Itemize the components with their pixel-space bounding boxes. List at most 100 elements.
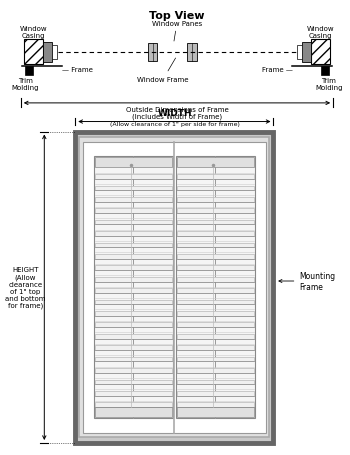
Bar — [177, 391, 254, 396]
Bar — [52, 46, 57, 60]
Bar — [95, 357, 172, 362]
Bar — [95, 311, 172, 316]
Text: Window Frame: Window Frame — [138, 59, 189, 83]
Bar — [95, 323, 172, 328]
Bar — [95, 379, 172, 384]
Bar — [177, 402, 254, 407]
Bar — [177, 379, 254, 384]
Bar — [177, 175, 254, 179]
Bar — [177, 266, 254, 271]
Bar — [95, 220, 172, 225]
Bar — [177, 345, 254, 350]
Bar — [95, 277, 172, 282]
Bar — [95, 197, 172, 202]
Bar — [177, 266, 254, 271]
Bar — [95, 266, 172, 271]
Bar — [75, 132, 273, 443]
Bar — [95, 157, 172, 167]
Bar — [177, 243, 254, 248]
Bar — [177, 197, 254, 202]
Bar — [95, 209, 172, 213]
Text: Trim
Molding: Trim Molding — [11, 78, 39, 91]
Bar — [177, 368, 254, 373]
Text: — Frame: — Frame — [62, 67, 92, 73]
Bar — [95, 334, 172, 339]
Bar — [95, 209, 172, 213]
Bar — [177, 243, 254, 248]
Bar — [177, 300, 254, 305]
Bar — [95, 232, 172, 237]
Bar — [95, 254, 172, 259]
Bar — [25, 67, 33, 76]
Bar — [177, 357, 254, 362]
Bar — [83, 142, 266, 433]
Bar — [95, 391, 172, 396]
Bar — [177, 186, 254, 191]
Bar — [321, 67, 329, 76]
Bar — [177, 209, 254, 213]
Bar — [95, 266, 172, 271]
Bar — [95, 345, 172, 350]
Bar — [177, 175, 254, 179]
Bar — [177, 232, 254, 237]
Bar — [95, 232, 172, 237]
Bar — [177, 334, 254, 339]
Bar — [95, 300, 172, 305]
Bar — [95, 323, 172, 328]
Bar — [177, 277, 254, 282]
Bar — [177, 254, 254, 259]
Text: HEIGHT
(Allow
clearance
of 1" top
and bottom
for frame): HEIGHT (Allow clearance of 1" top and bo… — [5, 267, 46, 308]
Bar — [177, 209, 254, 213]
Bar — [177, 232, 254, 237]
Bar — [79, 138, 270, 438]
Bar — [95, 391, 172, 396]
Bar — [95, 368, 172, 373]
Bar — [177, 288, 254, 293]
Text: Mounting
Frame: Mounting Frame — [279, 272, 335, 291]
Bar — [95, 368, 172, 373]
Bar — [177, 186, 254, 191]
Bar — [95, 220, 172, 225]
Bar — [95, 288, 172, 293]
Bar — [177, 408, 254, 418]
Bar — [177, 300, 254, 305]
Bar — [95, 243, 172, 248]
Bar — [177, 323, 254, 328]
Bar — [95, 334, 172, 339]
Text: Outside Dimensions of Frame: Outside Dimensions of Frame — [126, 107, 228, 113]
Bar — [177, 402, 254, 407]
Bar — [23, 40, 43, 66]
Bar — [177, 323, 254, 328]
Bar — [297, 46, 302, 60]
Bar — [95, 357, 172, 362]
Bar — [177, 311, 254, 316]
Text: (Allow clearance of 1" per side for frame): (Allow clearance of 1" per side for fram… — [110, 122, 240, 127]
Bar — [95, 175, 172, 179]
Bar — [95, 186, 172, 191]
Bar — [187, 44, 197, 62]
Bar — [177, 277, 254, 282]
Bar — [177, 220, 254, 225]
Bar — [148, 44, 158, 62]
Bar — [95, 345, 172, 350]
Bar — [177, 288, 254, 293]
Text: Top View: Top View — [149, 10, 205, 20]
Bar — [95, 197, 172, 202]
Text: (Includes Width of Frame): (Includes Width of Frame) — [132, 113, 222, 120]
Bar — [95, 311, 172, 316]
Bar — [177, 379, 254, 384]
Bar — [94, 157, 173, 419]
Bar — [177, 254, 254, 259]
Bar — [176, 157, 255, 419]
Bar — [177, 391, 254, 396]
Text: Window
Casing: Window Casing — [307, 25, 335, 39]
Bar — [95, 402, 172, 407]
Text: WIDTH: WIDTH — [158, 109, 192, 118]
Text: Trim
Molding: Trim Molding — [315, 78, 343, 91]
Text: Window Panes: Window Panes — [152, 20, 202, 42]
Bar — [95, 175, 172, 179]
Bar — [177, 368, 254, 373]
Bar — [95, 288, 172, 293]
Bar — [177, 157, 254, 167]
Bar — [95, 277, 172, 282]
